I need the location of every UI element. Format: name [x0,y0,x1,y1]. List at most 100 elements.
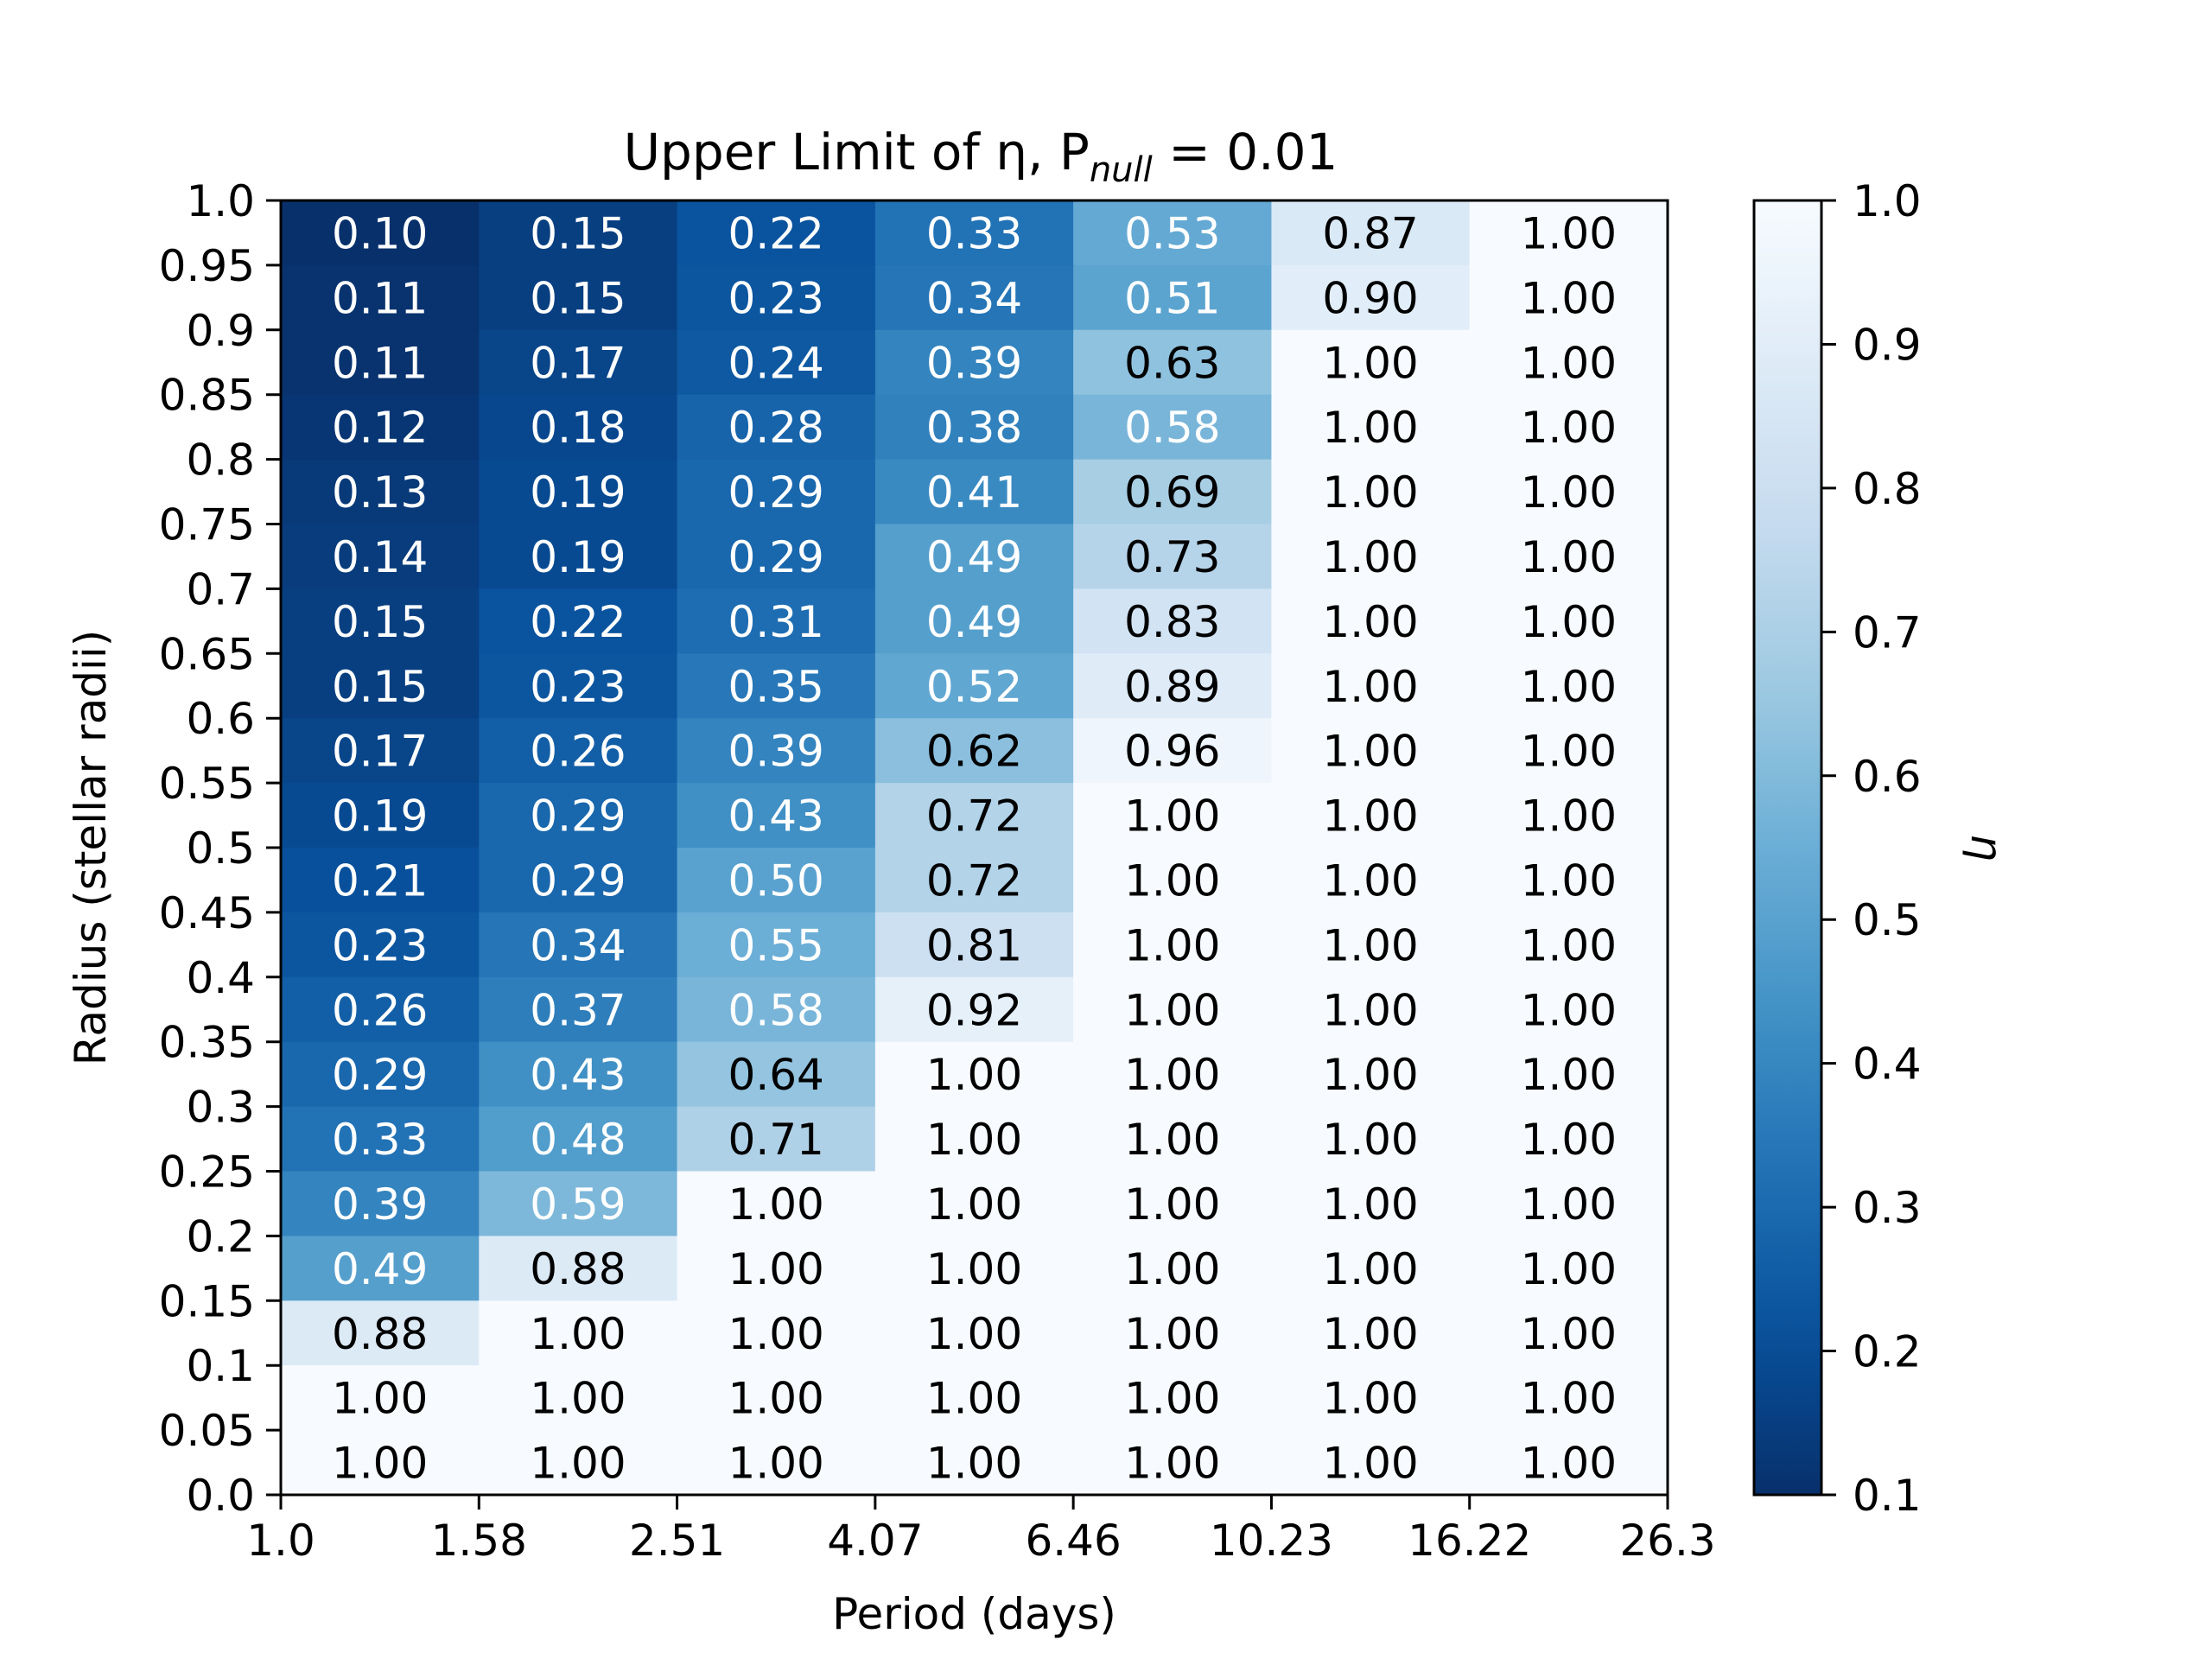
heatmap-cells [281,200,1669,1496]
heatmap-cell-value: 1.00 [1521,1309,1617,1359]
x-tick-label: 26.3 [1619,1516,1715,1566]
heatmap-cell-value: 0.15 [332,597,428,647]
heatmap-cell [1271,1236,1471,1301]
x-tick-label: 2.51 [629,1516,725,1566]
heatmap-cell [1073,1236,1273,1301]
heatmap-cell-value: 1.00 [1322,855,1418,906]
heatmap-cell [1469,1300,1669,1366]
heatmap-cell [1469,200,1669,266]
heatmap-cell [479,588,678,654]
heatmap-cell-value: 1.00 [1521,273,1617,323]
heatmap-cell [677,588,876,654]
y-tick-label: 0.9 [186,306,255,356]
heatmap-cell [1073,459,1273,525]
heatmap-cell-value: 1.00 [1521,1244,1617,1294]
y-tick-label: 0.85 [159,371,255,421]
heatmap-cell-value: 0.17 [332,727,428,777]
heatmap-cell [281,200,480,266]
heatmap-cell-value: 0.49 [926,597,1022,647]
heatmap-cell [479,329,678,396]
heatmap-cell-value: 1.00 [1521,727,1617,777]
heatmap-cell-value: 0.26 [332,985,428,1035]
x-tick-label: 6.46 [1025,1516,1121,1566]
heatmap-cell [1271,1171,1471,1236]
heatmap-cell [281,459,480,525]
heatmap-cell-value: 0.29 [530,791,626,842]
heatmap-cell-value: 0.51 [1124,273,1220,323]
heatmap-cell [1271,524,1471,589]
heatmap-cell [281,394,480,461]
heatmap-cell-value: 0.13 [332,467,428,518]
heatmap-cell [1469,718,1669,784]
heatmap-cell [874,1041,1074,1108]
heatmap-cell [479,264,678,331]
heatmap-cell [479,783,678,849]
heatmap-cell [874,718,1074,784]
heatmap-cell [874,588,1074,654]
heatmap-cell-value: 1.00 [1322,1050,1418,1100]
y-tick-label: 0.1 [186,1341,255,1391]
heatmap-cell-value: 1.00 [1322,1115,1418,1165]
heatmap-cell-value: 1.00 [1322,597,1418,647]
heatmap-cell [677,1430,876,1496]
chart-title-main: Upper Limit of η, P [624,123,1090,181]
heatmap-cell [677,848,876,913]
heatmap-cell [281,653,480,719]
heatmap-cell-value: 0.55 [728,920,824,970]
heatmap-cell-value: 0.29 [530,855,626,906]
y-tick-label: 0.5 [186,823,255,874]
heatmap-cell-value: 1.00 [1521,1115,1617,1165]
heatmap-cell-value: 1.00 [1322,532,1418,582]
colorbar-label: η [1961,834,2012,861]
heatmap-cell [1469,1041,1669,1108]
heatmap-cell [1271,912,1471,978]
heatmap-cell-value: 1.00 [1521,403,1617,453]
heatmap-cell-value: 0.19 [530,532,626,582]
heatmap-cell [1073,588,1273,654]
y-tick-label: 0.2 [186,1211,255,1262]
heatmap-cell [677,718,876,784]
heatmap-cell [874,329,1074,396]
heatmap-cell-value: 1.00 [1322,662,1418,712]
heatmap-cell [874,524,1074,589]
heatmap-cell-value: 1.00 [926,1439,1022,1489]
heatmap-cell-value: 0.43 [530,1050,626,1100]
heatmap-cell [1073,1365,1273,1431]
heatmap-cell [677,1300,876,1366]
heatmap-cell-value: 0.23 [332,920,428,970]
heatmap-cell [677,264,876,331]
heatmap-cell [1271,588,1471,654]
heatmap-cell [874,976,1074,1043]
x-tick-label: 10.23 [1210,1516,1333,1566]
heatmap-cell-value: 1.00 [1124,920,1220,970]
heatmap-cell [874,200,1074,266]
heatmap-cell-value: 0.39 [332,1179,428,1230]
heatmap-cell [874,1171,1074,1236]
heatmap-cell [1073,329,1273,396]
heatmap-cell-value: 1.00 [728,1374,824,1424]
heatmap-cell-value: 0.34 [926,273,1022,323]
heatmap-cell-value: 0.15 [332,662,428,712]
y-tick-label: 0.45 [159,888,255,938]
heatmap-cell [677,783,876,849]
heatmap-cell [677,524,876,589]
heatmap-cell [677,912,876,978]
y-tick-label: 0.7 [186,564,255,614]
heatmap-cell [1271,1365,1471,1431]
heatmap-cell [677,1365,876,1431]
heatmap-cell-value: 0.52 [926,662,1022,712]
heatmap-cell [1271,1430,1471,1496]
heatmap-cell-value: 1.00 [1322,1374,1418,1424]
heatmap-cell-value: 1.00 [728,1439,824,1489]
heatmap-cell [1073,653,1273,719]
heatmap-cell-value: 0.39 [728,727,824,777]
heatmap-cell-value: 1.00 [728,1244,824,1294]
heatmap-cell-value: 1.00 [1521,532,1617,582]
heatmap-cell [874,1430,1074,1496]
heatmap-cell [1469,1171,1669,1236]
heatmap-cell [1073,394,1273,461]
x-tick-label: 1.0 [246,1516,315,1566]
heatmap-cell-value: 0.71 [728,1115,824,1165]
heatmap-cell-value: 1.00 [1521,920,1617,970]
heatmap-cell-value: 0.34 [530,920,626,970]
